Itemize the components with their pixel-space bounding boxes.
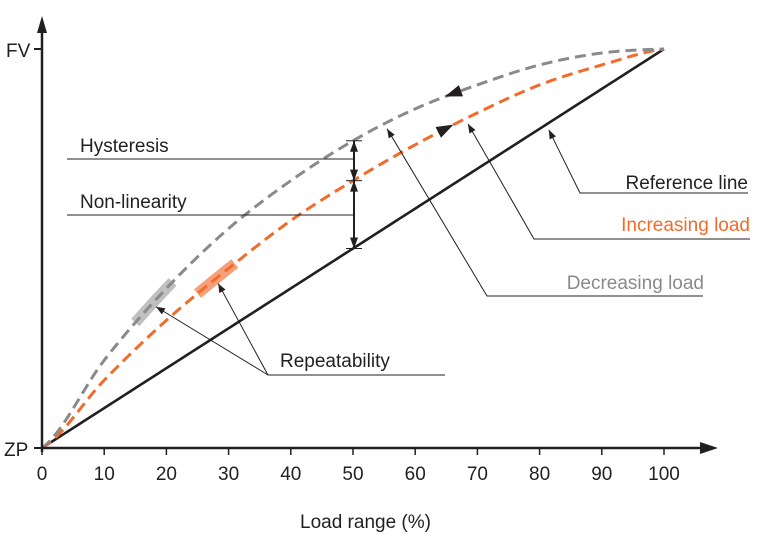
arrowhead-icon	[467, 123, 476, 134]
non-linearity-arrow-bottom-icon	[350, 237, 358, 249]
y-label-zp: ZP	[4, 440, 28, 461]
x-axis-arrow-icon	[700, 442, 718, 454]
increasing-load-leader	[467, 123, 750, 240]
x-tick-label-50: 50	[342, 464, 363, 485]
annotation-repeatability: Repeatability	[280, 351, 390, 372]
non-linearity-arrow-top-icon	[350, 180, 358, 192]
repeatability-leader-grey	[155, 306, 269, 376]
reference-line-leader-arrowhead	[548, 129, 556, 140]
x-tick-label-10: 10	[94, 464, 115, 485]
legend-decreasing-load: Decreasing load	[567, 273, 704, 294]
arrowhead-icon	[435, 124, 454, 138]
arrowhead-icon	[218, 283, 226, 294]
x-tick-label-0: 0	[37, 464, 48, 485]
hysteresis-arrow-top-icon	[350, 140, 358, 152]
hysteresis-arrow-bottom-icon	[350, 169, 358, 181]
increasing-load-leader-arrowhead	[467, 123, 476, 134]
x-tick-label-20: 20	[156, 464, 177, 485]
annotation-hysteresis: Hysteresis	[80, 136, 169, 157]
arrowhead-icon	[155, 306, 166, 315]
x-tick-label-80: 80	[529, 464, 550, 485]
x-axis-title: Load range (%)	[300, 512, 431, 533]
arrowhead-icon	[444, 85, 464, 97]
series-decreasing-load	[41, 47, 665, 450]
arrowhead-icon	[387, 128, 395, 139]
repeatability-band-1	[131, 278, 177, 327]
x-tick-label-30: 30	[218, 464, 239, 485]
direction-arrow-1	[435, 124, 454, 138]
decreasing-load-leader-arrowhead	[387, 128, 395, 139]
legend-increasing-load: Increasing load	[621, 215, 750, 236]
legend-reference-line: Reference line	[625, 173, 748, 194]
y-axis-arrow-icon	[37, 16, 47, 33]
direction-arrow-2	[444, 85, 464, 97]
decreasing-load-leader	[386, 128, 703, 297]
x-tick-label-70: 70	[467, 464, 488, 485]
x-tick-label-40: 40	[280, 464, 301, 485]
repeatability-leader-grey-arrowhead	[155, 306, 166, 315]
x-tick-label-100: 100	[648, 464, 680, 485]
repeatability-leader-orange-arrowhead	[218, 283, 226, 294]
repeatability-leader-orange	[217, 283, 269, 376]
x-tick-label-60: 60	[405, 464, 426, 485]
annotation-non-linearity: Non-linearity	[80, 192, 187, 213]
y-label-fv: FV	[6, 41, 31, 62]
x-tick-label-90: 90	[591, 464, 612, 485]
arrowhead-icon	[548, 129, 556, 140]
reference-line-leader	[548, 129, 748, 194]
